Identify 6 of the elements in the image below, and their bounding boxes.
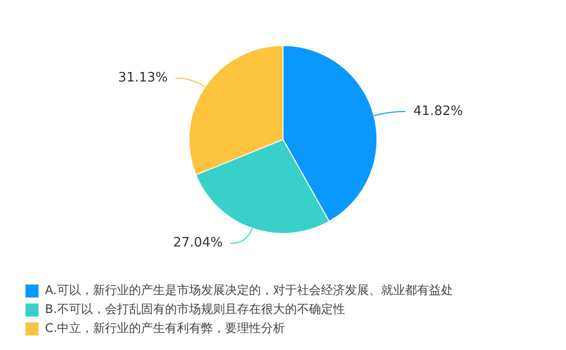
legend-label: B.不可以，会打乱固有的市场规则且存在很大的不确定性	[45, 302, 346, 316]
data-label: 31.13%	[118, 70, 168, 86]
legend-label: A.可以，新行业的产生是市场发展决定的，对于社会经济发展、就业都有益处	[45, 283, 453, 298]
data-label: 27.04%	[173, 236, 223, 251]
data-label: 41.82%	[413, 104, 463, 119]
legend-label: C.中立，新行业的产生有利有弊，要理性分析	[45, 321, 286, 336]
